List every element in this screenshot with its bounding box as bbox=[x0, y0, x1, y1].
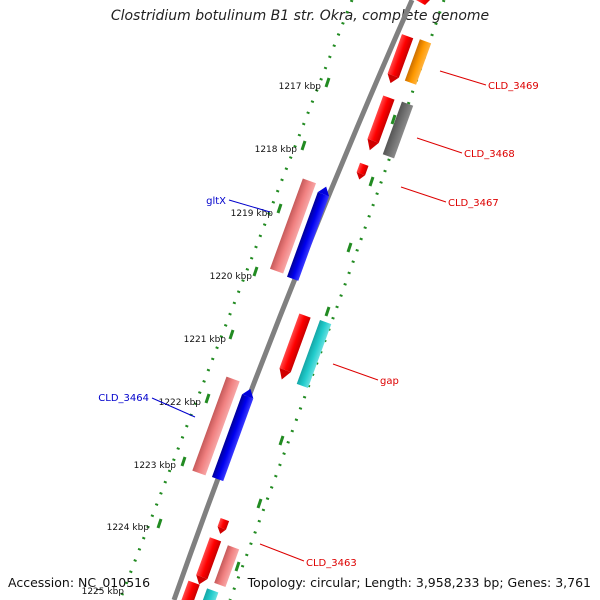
scale-label: 1220 kbp bbox=[210, 272, 253, 282]
scale-label: 1219 kbp bbox=[231, 209, 274, 219]
topology-text: Topology: circular; Length: 3,958,233 bp… bbox=[247, 575, 591, 590]
cds-bottom-red[interactable] bbox=[193, 537, 222, 586]
gene-label-cld3463[interactable]: CLD_3463 bbox=[306, 558, 357, 569]
gene-bar-gap[interactable] bbox=[296, 319, 332, 389]
gene-bar-bottom-cyan[interactable] bbox=[200, 588, 219, 600]
genome-backbone bbox=[171, 0, 415, 600]
scale-label: 1222 kbp bbox=[159, 398, 202, 408]
gene-bar-bottom-pink[interactable] bbox=[214, 545, 240, 587]
scale-label: 1217 kbp bbox=[279, 82, 322, 92]
gene-label-cld3468[interactable]: CLD_3468 bbox=[464, 149, 515, 160]
scale-label: 1224 kbp bbox=[107, 523, 150, 533]
scale-label: 1223 kbp bbox=[134, 461, 177, 471]
gene-bar-cld3469[interactable] bbox=[404, 39, 432, 85]
gene-label-gltx[interactable]: gltX bbox=[206, 196, 226, 207]
cds-cld3467[interactable] bbox=[355, 162, 369, 181]
gene-label-cld3469[interactable]: CLD_3469 bbox=[488, 81, 539, 92]
gene-label-cld3464[interactable]: CLD_3464 bbox=[98, 393, 149, 404]
cds-partial-top[interactable] bbox=[416, 0, 430, 5]
scale-label: 1221 kbp bbox=[184, 335, 227, 345]
cds-gltx[interactable] bbox=[287, 185, 332, 281]
cds-cld3463[interactable] bbox=[216, 518, 230, 535]
scale-labels: 1217 kbp 1218 kbp 1219 kbp 1220 kbp 1221… bbox=[82, 82, 322, 597]
map-title: Clostridium botulinum B1 str. Okra, comp… bbox=[110, 8, 490, 24]
gene-label-gap[interactable]: gap bbox=[380, 376, 399, 387]
outer-tick-track bbox=[118, 0, 354, 600]
gene-labels: CLD_3469 CLD_3468 CLD_3467 gltX gap CLD_… bbox=[98, 81, 538, 569]
gene-label-cld3467[interactable]: CLD_3467 bbox=[448, 198, 499, 209]
cds-gap[interactable] bbox=[276, 313, 311, 382]
inner-tick-track bbox=[228, 0, 446, 600]
gene-bar-gltx-pink[interactable] bbox=[270, 178, 316, 274]
gene-bar-cld3464-pink[interactable] bbox=[192, 376, 240, 476]
accession-text: Accession: NC_010516 bbox=[8, 575, 151, 590]
scale-label: 1218 kbp bbox=[255, 145, 298, 155]
cds-bottom-red-2[interactable] bbox=[180, 580, 200, 600]
label-leader-lines bbox=[151, 70, 487, 562]
cds-cld3469[interactable] bbox=[385, 34, 414, 85]
cds-cld3468[interactable] bbox=[364, 95, 395, 153]
gene-bar-cld3468[interactable] bbox=[382, 101, 414, 159]
cds-cld3464[interactable] bbox=[211, 387, 256, 482]
scale-label: 1225 kbp bbox=[82, 587, 125, 597]
